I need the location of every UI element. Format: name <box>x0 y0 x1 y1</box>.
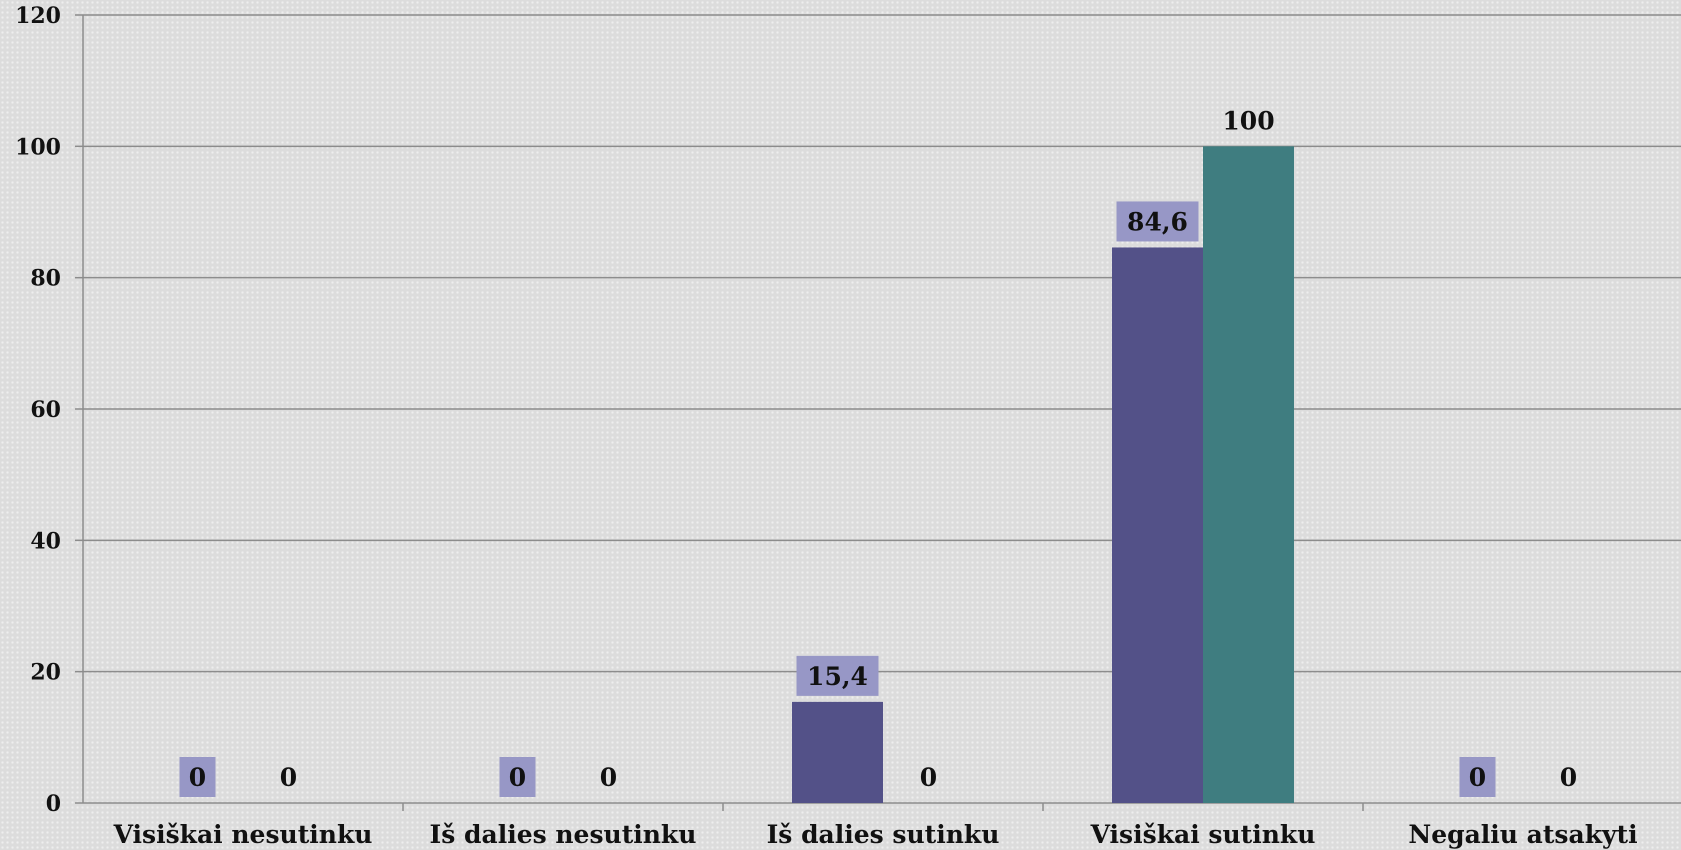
data-label: 0 <box>509 763 526 792</box>
data-label-background <box>1116 201 1199 242</box>
data-label: 84,6 <box>1127 207 1188 236</box>
category-label: Negaliu atsakyti <box>1408 820 1637 849</box>
gridlines <box>83 14 1681 673</box>
category-label: Iš dalies nesutinku <box>430 820 697 849</box>
y-tick-label: 20 <box>30 660 61 686</box>
category-label: Visiškai nesutinku <box>113 820 373 849</box>
data-label: 100 <box>1222 106 1274 135</box>
bar-1 <box>1112 247 1203 803</box>
category-label: Visiškai sutinku <box>1090 820 1316 849</box>
data-labels: 0 0 0 0 15,4 0 84,6 100 0 0 <box>179 106 1577 797</box>
category-label: Iš dalies sutinku <box>767 820 1000 849</box>
y-tick-label: 100 <box>15 134 61 160</box>
data-label: 15,4 <box>807 662 868 691</box>
y-axis-tick-labels: 0 20 40 60 80 100 120 <box>15 3 61 817</box>
bars <box>792 146 1294 804</box>
data-label: 0 <box>1469 763 1486 792</box>
y-tick-label: 120 <box>15 3 61 29</box>
y-tick-label: 80 <box>30 266 61 292</box>
data-label: 0 <box>600 763 617 792</box>
data-label: 0 <box>1560 763 1577 792</box>
y-tick-label: 60 <box>30 397 61 423</box>
data-label: 0 <box>280 763 297 792</box>
x-axis-category-labels: Visiškai nesutinku Iš dalies nesutinku Iš … <box>113 820 1638 849</box>
y-tick-label: 0 <box>46 791 61 817</box>
data-label-background <box>499 757 536 797</box>
bar-1 <box>792 701 883 803</box>
y-tick-label: 40 <box>30 528 61 554</box>
data-label-background <box>179 757 216 797</box>
bar-2 <box>1203 146 1294 804</box>
data-label-background <box>796 655 879 696</box>
data-label: 0 <box>189 763 206 792</box>
data-label: 0 <box>920 763 937 792</box>
data-label-background <box>1459 757 1496 797</box>
